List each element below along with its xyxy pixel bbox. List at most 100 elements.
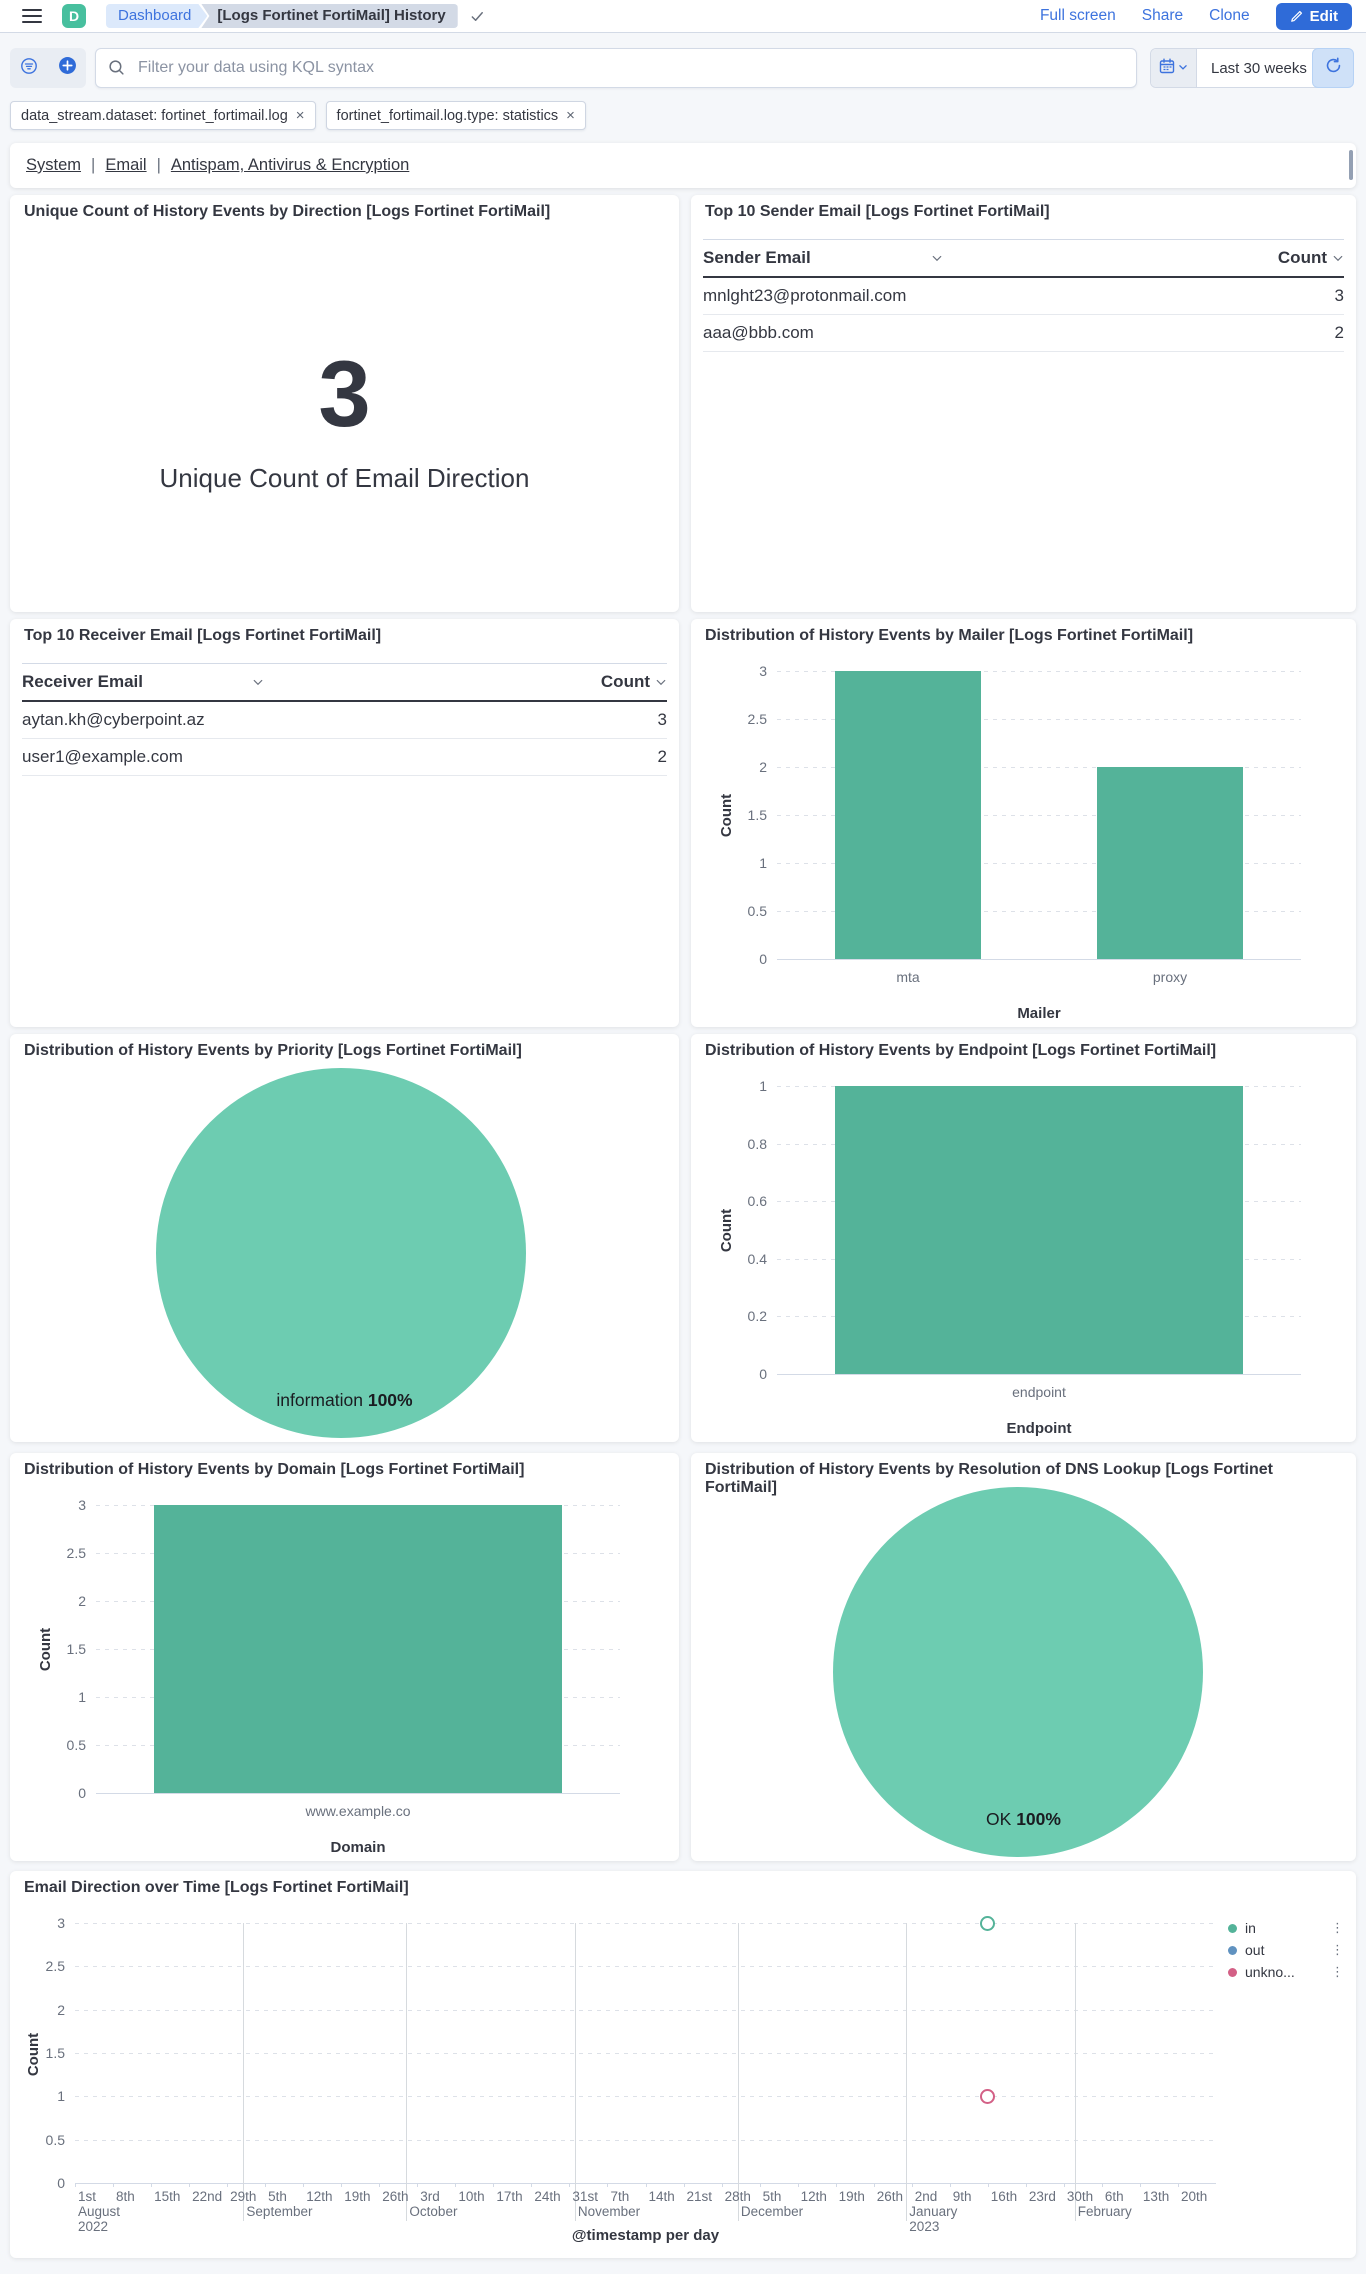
legend-label[interactable]: unkno... <box>1245 1964 1295 1980</box>
table-row[interactable]: mnlght23@protonmail.com 3 <box>703 278 1344 315</box>
nav-link-antispam-antivirus-encryption[interactable]: Antispam, Antivirus & Encryption <box>170 156 410 174</box>
tick-mark <box>303 2183 305 2187</box>
tick-mark <box>607 2183 609 2187</box>
column-header-email[interactable]: Sender Email <box>703 248 943 268</box>
legend-dot <box>1228 1945 1237 1955</box>
month-label: November <box>577 2204 641 2219</box>
calendar-button[interactable] <box>1151 49 1197 87</box>
tick-mark <box>1025 2183 1027 2187</box>
refresh-button[interactable] <box>1312 48 1354 88</box>
panel-title: Distribution of History Events by Domain… <box>24 1461 525 1478</box>
close-icon[interactable]: × <box>295 107 305 124</box>
date-tick-label: 12th <box>800 2189 827 2204</box>
date-tick-label: 21st <box>686 2189 713 2204</box>
nav-link-system[interactable]: System <box>26 156 82 174</box>
legend-menu-icon[interactable]: ⋮ <box>1331 1964 1344 1979</box>
calendar-icon <box>1159 58 1175 79</box>
y-tick-label: 1.5 <box>747 807 767 823</box>
time-range-value[interactable]: Last 30 weeks <box>1211 59 1307 77</box>
y-tick-label: 1 <box>759 855 767 871</box>
y-tick-label: 3 <box>78 1497 86 1513</box>
bar[interactable] <box>834 1086 1244 1374</box>
y-tick-label: 1 <box>759 1078 767 1094</box>
tick-mark <box>531 2183 533 2187</box>
saved-query-button[interactable] <box>10 48 48 88</box>
y-tick-label: 0.4 <box>747 1250 767 1267</box>
legend-item-out: out ⋮ <box>1228 1939 1344 1961</box>
bar[interactable] <box>1096 767 1244 959</box>
month-label: January <box>909 2204 958 2219</box>
filter-icon <box>20 57 38 80</box>
panel-title: Distribution of History Events by Resolu… <box>705 1461 1273 1496</box>
date-tick-label: 29th <box>230 2189 257 2204</box>
menu-icon[interactable] <box>22 9 42 23</box>
column-header-count[interactable]: Count <box>264 672 667 692</box>
filter-pill[interactable]: data_stream.dataset: fortinet_fortimail.… <box>10 101 316 130</box>
y-tick-label: 1.5 <box>45 2045 65 2061</box>
bar[interactable] <box>834 671 982 959</box>
app-logo[interactable]: D <box>62 4 86 28</box>
y-tick-label: 1 <box>78 1689 86 1705</box>
y-tick-label: 3 <box>57 1915 65 1931</box>
tick-mark <box>987 2183 989 2187</box>
chevron-down-icon[interactable] <box>1332 252 1344 264</box>
chevron-down-icon[interactable] <box>931 252 943 264</box>
panel-title: Distribution of History Events by Endpoi… <box>705 1042 1217 1059</box>
gridline <box>75 1966 1216 1968</box>
legend-label[interactable]: out <box>1245 1942 1265 1958</box>
clone-link[interactable]: Clone <box>1209 7 1250 24</box>
bar[interactable] <box>153 1505 563 1793</box>
close-icon[interactable]: × <box>566 107 575 124</box>
nav-separator: | <box>91 156 96 174</box>
panel-domain-distribution: Distribution of History Events by Domain… <box>10 1453 679 1861</box>
priority-pie-chart[interactable] <box>156 1068 526 1438</box>
count-cell: 2 <box>657 747 667 766</box>
panel-mailer-distribution: Distribution of History Events by Mailer… <box>691 619 1356 1027</box>
legend-menu-icon[interactable]: ⋮ <box>1331 1920 1344 1935</box>
gridline <box>96 1793 620 1794</box>
filter-pill[interactable]: fortinet_fortimail.log.type: statistics × <box>325 101 586 130</box>
y-tick-label: 3 <box>759 663 767 679</box>
panel-priority-distribution: Distribution of History Events by Priori… <box>10 1034 679 1442</box>
full-screen-link[interactable]: Full screen <box>1039 7 1116 24</box>
breadcrumb-dashboard[interactable]: Dashboard <box>106 4 207 28</box>
chevron-down-icon[interactable] <box>252 676 264 688</box>
dns-pie-chart[interactable] <box>833 1487 1203 1857</box>
metric-label: Unique Count of Email Direction <box>159 463 530 493</box>
date-tick-label: 10th <box>458 2189 485 2204</box>
date-tick-label: 5th <box>762 2189 782 2204</box>
y-tick-label: 2 <box>759 759 767 775</box>
date-tick-label: 3rd <box>420 2189 440 2204</box>
column-header-count[interactable]: Count <box>943 248 1344 268</box>
legend-menu-icon[interactable]: ⋮ <box>1331 1942 1344 1957</box>
table-row[interactable]: aytan.kh@cyberpoint.az 3 <box>22 702 667 739</box>
column-header-email[interactable]: Receiver Email <box>22 672 264 692</box>
query-controls <box>10 48 86 88</box>
gridline <box>75 1923 1216 1924</box>
legend-label[interactable]: in <box>1245 1920 1256 1936</box>
tick-mark <box>569 2183 571 2187</box>
y-tick-label: 1.5 <box>66 1641 86 1657</box>
count-cell: 3 <box>1334 286 1344 305</box>
share-link[interactable]: Share <box>1141 7 1184 24</box>
x-tick-label: endpoint <box>1012 1384 1066 1400</box>
gridline <box>777 719 1301 720</box>
search-input[interactable] <box>95 48 1137 88</box>
table-row[interactable]: aaa@bbb.com 2 <box>703 315 1344 352</box>
month-label: February <box>1077 2204 1132 2219</box>
tick-mark <box>1063 2183 1065 2187</box>
tick-mark <box>417 2183 419 2187</box>
scrollbar-thumb[interactable] <box>1349 150 1353 180</box>
x-tick-label: mta <box>896 969 920 985</box>
chevron-down-icon[interactable] <box>655 676 667 688</box>
count-cell: 2 <box>1334 323 1344 342</box>
gridline <box>75 2009 1216 2011</box>
tick-mark <box>151 2183 153 2187</box>
data-point-unknown[interactable] <box>980 2088 996 2104</box>
data-point-in[interactable] <box>980 1915 996 1931</box>
add-filter-button[interactable] <box>48 48 86 88</box>
table-row[interactable]: user1@example.com 2 <box>22 739 667 776</box>
panel-email-direction-over-time: Email Direction over Time [Logs Fortinet… <box>10 1871 1356 2258</box>
nav-link-email[interactable]: Email <box>105 156 147 174</box>
edit-button[interactable]: Edit <box>1275 2 1352 30</box>
